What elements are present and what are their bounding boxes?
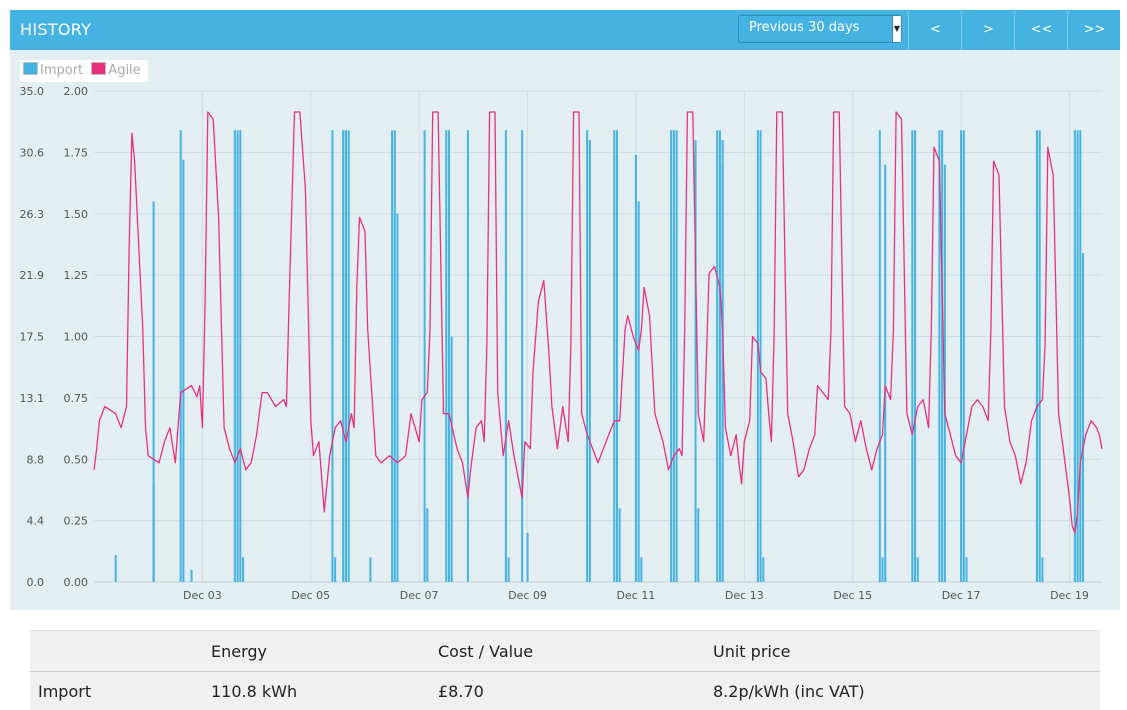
import-bar	[391, 130, 393, 582]
agile-line	[94, 112, 1102, 533]
summary-header-energy: Energy	[210, 631, 437, 672]
import-bar	[1041, 557, 1043, 582]
summary-table: Energy Cost / Value Unit price Import 11…	[30, 630, 1100, 710]
summary-cell-energy: 110.8 kWh	[210, 672, 437, 710]
import-bar	[191, 570, 193, 582]
import-bar	[521, 130, 523, 582]
import-bar	[638, 201, 640, 582]
import-bar	[448, 130, 450, 582]
summary-header-cost: Cost / Value	[437, 631, 712, 672]
import-bar	[237, 130, 239, 582]
summary-cell-cost: £8.70	[437, 672, 712, 710]
y-left-tick-label: 0.0	[27, 576, 45, 589]
import-bar	[394, 130, 396, 582]
y-left-tick-label: 13.1	[20, 392, 45, 405]
y-right-tick-label: 0.25	[64, 515, 89, 528]
import-bar	[445, 130, 447, 582]
import-bar	[673, 130, 675, 582]
import-bar	[180, 130, 182, 582]
import-bar	[426, 508, 428, 582]
import-bar	[1039, 130, 1041, 582]
x-tick-label: Dec 19	[1050, 589, 1089, 602]
y-left-tick-label: 4.4	[27, 515, 45, 528]
import-bar	[719, 130, 721, 582]
x-tick-label: Dec 15	[833, 589, 872, 602]
import-bar	[342, 130, 344, 582]
import-bar	[884, 165, 886, 582]
import-bar	[115, 555, 117, 582]
y-right-tick-label: 0.75	[64, 392, 89, 405]
import-bar	[505, 130, 507, 582]
import-bar	[697, 508, 699, 582]
table-row: Import 110.8 kWh £8.70 8.2p/kWh (inc VAT…	[30, 672, 1100, 710]
import-bar	[234, 130, 236, 582]
y-left-tick-label: 17.5	[20, 331, 45, 344]
import-bar	[914, 130, 916, 582]
import-bar	[331, 130, 333, 582]
import-bar	[586, 130, 588, 582]
import-bar	[1079, 130, 1081, 582]
x-tick-label: Dec 05	[291, 589, 330, 602]
x-tick-label: Dec 13	[725, 589, 764, 602]
import-bar	[619, 508, 621, 582]
import-bar	[1082, 253, 1084, 582]
summary-header-label	[30, 631, 210, 672]
import-bar	[882, 557, 884, 582]
y-left-tick-label: 8.8	[27, 453, 45, 466]
import-bar	[966, 557, 968, 582]
import-bar	[424, 130, 426, 582]
y-left-tick-label: 26.3	[20, 208, 45, 221]
import-bar	[348, 130, 350, 582]
import-bar	[963, 130, 965, 582]
import-bar	[640, 557, 642, 582]
import-bar	[917, 557, 919, 582]
import-bar	[239, 130, 241, 582]
import-bar	[242, 557, 244, 582]
import-bar	[613, 130, 615, 582]
x-tick-label: Dec 11	[617, 589, 656, 602]
y-right-tick-label: 2.00	[64, 85, 89, 98]
summary-cell-name: Import	[30, 672, 210, 710]
y-right-tick-label: 0.50	[64, 453, 89, 466]
x-tick-label: Dec 17	[942, 589, 981, 602]
import-bar	[396, 214, 398, 582]
import-bar	[670, 130, 672, 582]
y-right-tick-label: 1.75	[64, 146, 89, 159]
import-bar	[153, 557, 155, 582]
summary-header-unit-price: Unit price	[712, 631, 1100, 672]
import-bar	[760, 130, 762, 582]
import-bar	[960, 130, 962, 582]
import-bar	[451, 337, 453, 583]
import-bar	[635, 155, 637, 582]
import-bar	[879, 130, 881, 582]
y-left-tick-label: 35.0	[20, 85, 45, 98]
y-right-tick-label: 1.00	[64, 331, 89, 344]
import-bar	[616, 130, 618, 582]
import-bar	[676, 130, 678, 582]
import-bar	[527, 533, 529, 582]
y-right-tick-label: 1.25	[64, 269, 89, 282]
import-bar	[941, 130, 943, 582]
x-tick-label: Dec 09	[508, 589, 547, 602]
import-bar	[334, 557, 336, 582]
y-left-tick-label: 30.6	[20, 146, 45, 159]
summary-cell-unit-price: 8.2p/kWh (inc VAT)	[712, 672, 1100, 710]
import-bar	[762, 557, 764, 582]
import-bar	[1074, 130, 1076, 582]
import-bar	[716, 130, 718, 582]
y-left-tick-label: 21.9	[20, 269, 45, 282]
import-bar	[345, 130, 347, 582]
history-chart: 0.0 0.00 4.4 0.25 8.8 0.50 13.1 0.75 17.5 1.00 21.…	[0, 0, 1127, 620]
import-bar	[182, 160, 184, 582]
x-tick-label: Dec 03	[183, 589, 222, 602]
import-bar	[911, 130, 913, 582]
import-bar	[589, 140, 591, 582]
import-bar	[508, 557, 510, 582]
import-bar	[369, 557, 371, 582]
y-right-tick-label: 1.50	[64, 208, 89, 221]
y-right-tick-label: 0.00	[64, 576, 89, 589]
import-bar	[467, 130, 469, 582]
x-tick-label: Dec 07	[400, 589, 439, 602]
import-bar	[1036, 130, 1038, 582]
